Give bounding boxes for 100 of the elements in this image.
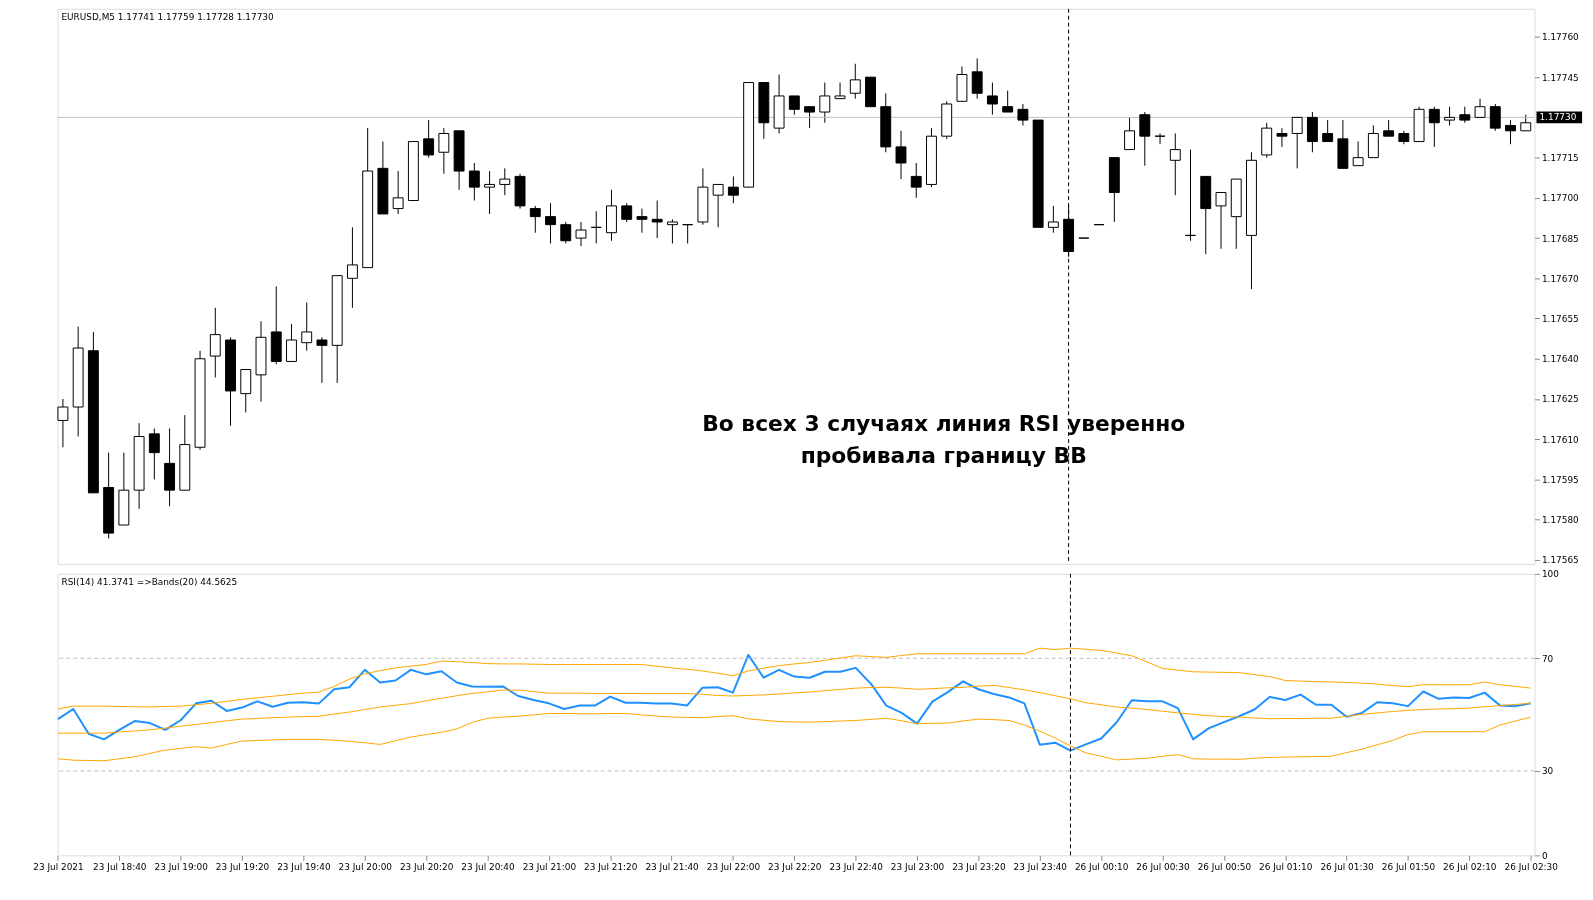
candlestick xyxy=(1185,149,1196,242)
x-tick-label: 23 Jul 22:40 xyxy=(829,861,884,872)
x-tick-label: 23 Jul 21:40 xyxy=(645,861,700,872)
candlestick xyxy=(636,208,648,234)
x-tick-label: 23 Jul 22:00 xyxy=(706,861,761,872)
candlestick xyxy=(301,301,313,352)
annotation: Во всех 3 случаях линия RSI уверенно пробивала границу ВВ xyxy=(702,410,1186,468)
x-tick-label: 23 Jul 20:00 xyxy=(338,861,393,872)
candlestick xyxy=(590,210,602,244)
x-tick-label: 23 Jul 23:40 xyxy=(1013,861,1068,872)
y-tick-label: 1.17625 xyxy=(1541,394,1579,405)
x-tick-label: 26 Jul 01:30 xyxy=(1320,861,1375,872)
candlestick xyxy=(986,82,998,116)
candlestick xyxy=(849,63,861,100)
y-tick-label: 1.17655 xyxy=(1541,314,1579,324)
x-tick-label: 26 Jul 00:10 xyxy=(1074,861,1129,872)
x-tick-label: 23 Jul 19:00 xyxy=(154,861,209,872)
candlestick xyxy=(1352,141,1364,167)
y-tick-label: 1.17670 xyxy=(1541,273,1580,284)
candlestick xyxy=(712,183,724,228)
y-tick-label: 0 xyxy=(1541,850,1548,861)
x-tick-label: 23 Jul 18:40 xyxy=(93,861,147,872)
candlestick xyxy=(1047,205,1059,234)
candlestick xyxy=(1474,98,1486,118)
candlestick xyxy=(651,200,663,239)
candlestick xyxy=(560,221,572,244)
candlestick xyxy=(1505,119,1516,145)
y-tick-label: 1.17760 xyxy=(1541,32,1580,43)
y-tick-label: 1.17715 xyxy=(1541,153,1579,164)
y-tick-label: 30 xyxy=(1541,766,1554,777)
candlestick xyxy=(499,167,511,196)
candlestick xyxy=(682,224,694,244)
candlestick xyxy=(910,162,922,199)
y-tick-label: 1.17610 xyxy=(1541,434,1580,445)
candlestick xyxy=(423,119,435,159)
candlestick xyxy=(1017,103,1029,126)
x-tick-label: 23 Jul 21:20 xyxy=(584,861,638,872)
candlestick xyxy=(788,95,800,116)
candlestick xyxy=(1169,132,1181,196)
candlestick xyxy=(1002,90,1014,113)
candlestick xyxy=(1139,111,1151,167)
candlestick xyxy=(392,170,404,215)
candlestick xyxy=(1154,132,1166,145)
x-tick-label: 23 Jul 22:20 xyxy=(768,861,822,872)
x-tick-label: 23 Jul 20:40 xyxy=(461,861,516,872)
line-series xyxy=(57,712,1532,762)
candlestick xyxy=(1124,116,1136,151)
candlestick xyxy=(666,218,678,244)
candlestick xyxy=(286,323,297,362)
candlestick xyxy=(438,127,450,175)
candlestick xyxy=(545,202,556,244)
x-tick-label: 23 Jul 19:20 xyxy=(215,861,270,872)
candlestick xyxy=(804,106,816,129)
ref-line-label: 1.17730 xyxy=(1539,112,1577,123)
candlestick xyxy=(209,307,221,379)
x-tick-label: 23 Jul 19:40 xyxy=(277,861,331,872)
candlestick xyxy=(148,427,160,480)
candlestick xyxy=(575,221,587,247)
y-tick-label: 70 xyxy=(1541,653,1554,664)
candlestick xyxy=(316,336,328,384)
candlestick xyxy=(621,202,633,223)
line-series xyxy=(57,647,1532,710)
candlestick xyxy=(834,82,846,100)
y-tick-label: 1.17700 xyxy=(1541,193,1580,204)
candlestick xyxy=(819,82,831,124)
x-tick-label: 23 Jul 23:00 xyxy=(890,861,945,872)
candlestick xyxy=(1215,191,1227,250)
y-tick-label: 1.17640 xyxy=(1541,354,1580,365)
x-tick-label: 23 Jul 20:20 xyxy=(399,861,454,872)
candlestick xyxy=(1276,127,1288,148)
candlestick xyxy=(1322,119,1334,143)
candlestick xyxy=(1489,103,1501,132)
x-tick-label: 26 Jul 01:50 xyxy=(1381,861,1436,872)
x-tick-label: 26 Jul 00:50 xyxy=(1197,861,1252,872)
x-tick-label: 26 Jul 02:30 xyxy=(1504,861,1559,872)
y-tick-label: 1.17685 xyxy=(1541,233,1579,244)
chart-title: EURUSD,M5 1.17741 1.17759 1.17728 1.17730 xyxy=(61,11,274,22)
x-tick-label: 26 Jul 01:10 xyxy=(1259,861,1313,872)
y-tick-label: 1.17565 xyxy=(1541,555,1579,566)
candlestick xyxy=(57,398,69,448)
candlestick xyxy=(1444,106,1456,126)
line-series xyxy=(57,684,1532,734)
candlestick xyxy=(529,205,541,234)
candlestick xyxy=(484,170,496,215)
candlestick xyxy=(895,130,907,180)
candlestick xyxy=(1291,116,1303,169)
x-tick-label: 23 Jul 21:00 xyxy=(522,861,577,872)
x-tick-label: 26 Jul 02:10 xyxy=(1443,861,1497,872)
line-series xyxy=(56,653,1532,752)
candlestick xyxy=(468,162,480,202)
x-tick-label: 23 Jul 2021 xyxy=(33,861,84,872)
y-tick-label: 100 xyxy=(1541,569,1560,580)
candlestick xyxy=(727,175,739,204)
candlestick xyxy=(971,57,983,100)
candlestick xyxy=(1428,106,1440,148)
candlestick xyxy=(346,226,358,309)
x-tick-label: 23 Jul 23:20 xyxy=(952,861,1006,872)
y-tick-label: 1.17580 xyxy=(1541,515,1580,526)
x-tick-label: 26 Jul 00:30 xyxy=(1136,861,1191,872)
chart-title: RSI(14) 41.3741 =>Bands(20) 44.5625 xyxy=(61,576,238,587)
